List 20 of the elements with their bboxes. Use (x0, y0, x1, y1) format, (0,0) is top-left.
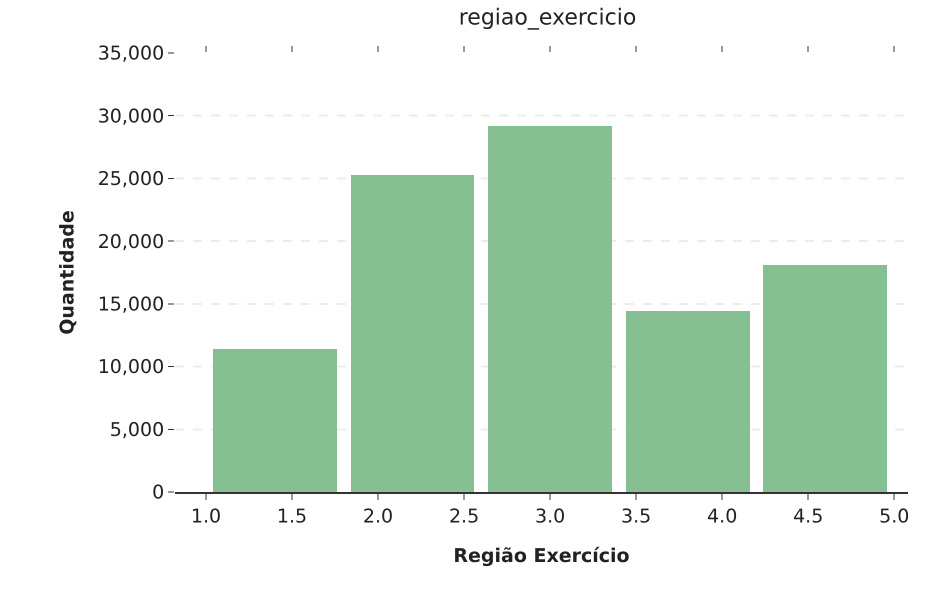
x-tick-label: 4.5 (793, 506, 824, 528)
x-axis-title: Região Exercício (453, 544, 630, 567)
x-tick-label: 2.5 (448, 506, 480, 528)
y-axis-title: Quantidade (56, 210, 79, 335)
x-tick-label: 3.0 (534, 506, 566, 528)
x-tick-label: 1.5 (276, 506, 308, 528)
y-tick-label: 15,000 (98, 294, 164, 316)
y-tick-label: 30,000 (98, 105, 164, 128)
y-tick-label: 25,000 (98, 168, 164, 190)
y-tick-label: 20,000 (98, 230, 164, 253)
x-tick-label: 1.0 (190, 506, 222, 528)
y-tick-label: 0 (152, 482, 164, 504)
x-tick-label: 4.0 (707, 506, 738, 528)
x-tick-label: 2.0 (362, 506, 394, 528)
y-tick-label: 35,000 (98, 42, 164, 65)
y-tick-label: 10,000 (98, 356, 164, 378)
x-tick-label: 3.5 (621, 506, 652, 528)
chart-title: regiao_exercicio (458, 5, 636, 30)
y-tick-label: 5,000 (110, 418, 164, 441)
x-tick-label: 5.0 (879, 506, 910, 528)
